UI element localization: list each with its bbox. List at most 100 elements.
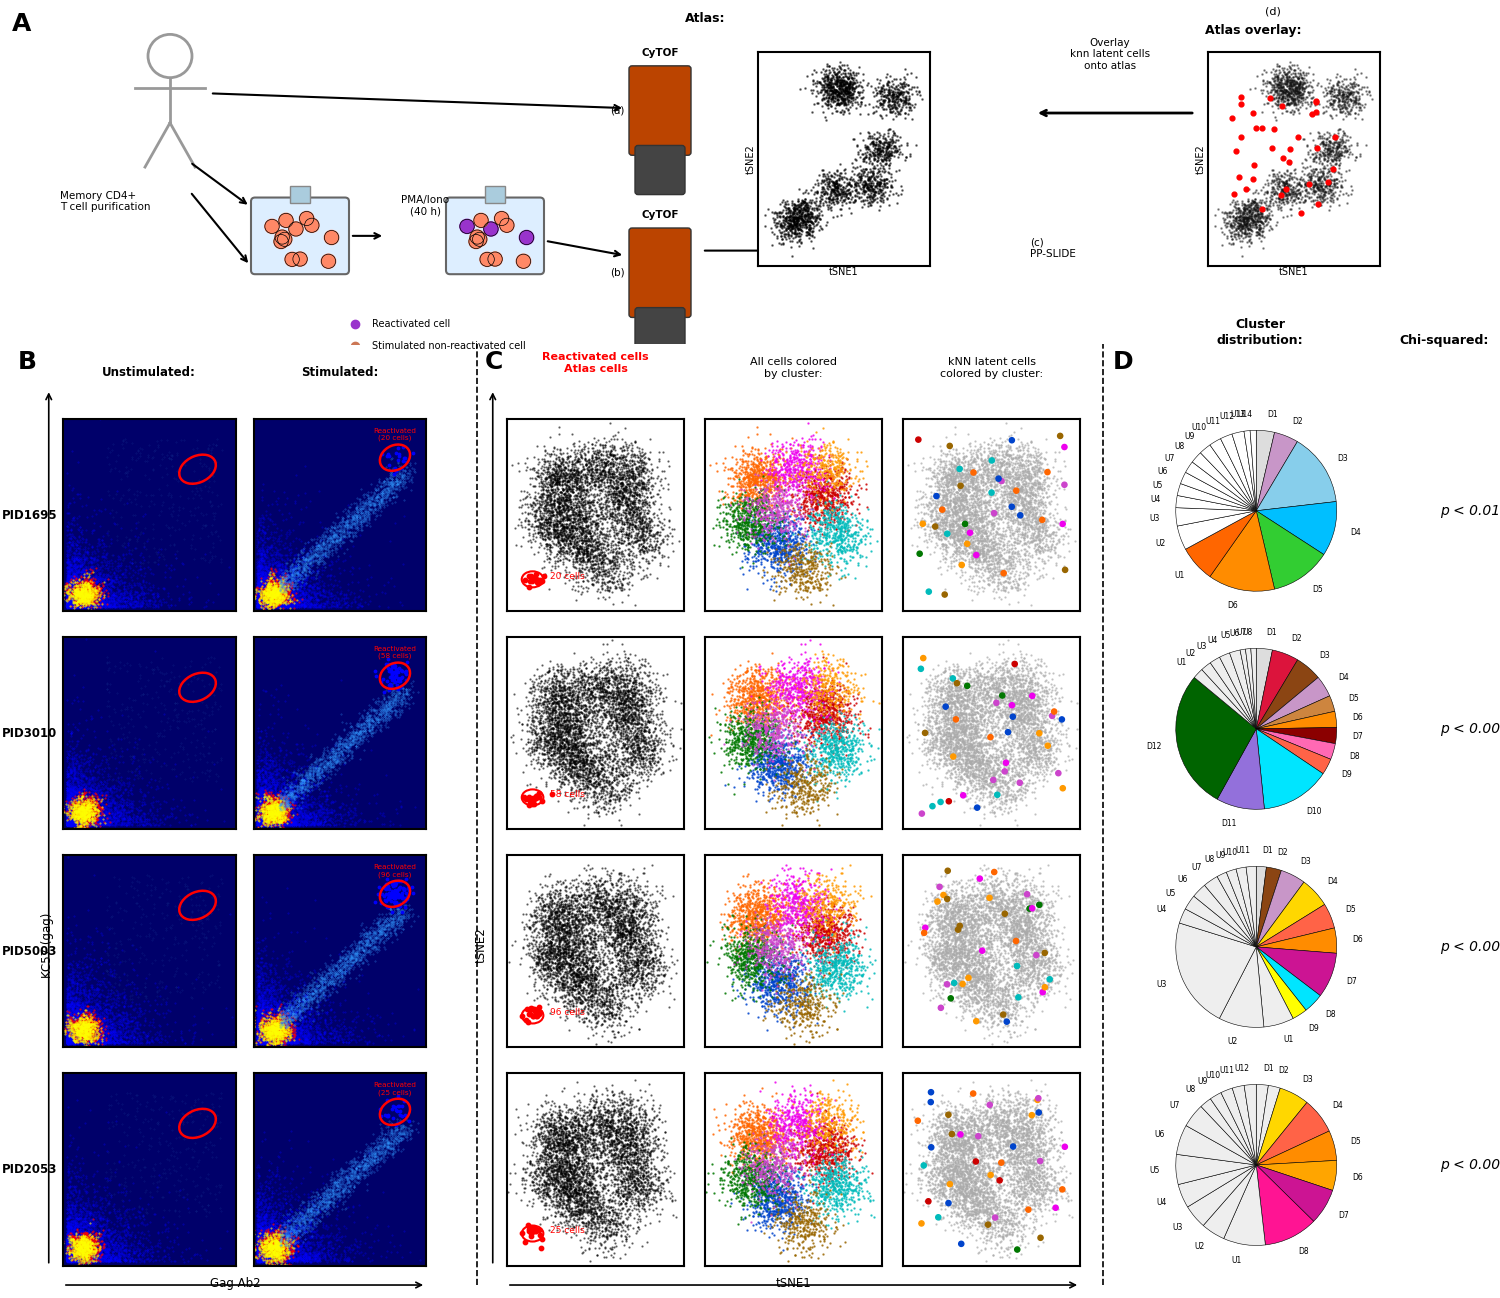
Point: [722, 706, 746, 727]
Point: [622, 1175, 646, 1195]
Point: [76, 814, 101, 835]
Point: [354, 515, 378, 536]
Point: [630, 518, 654, 539]
Point: [550, 729, 574, 750]
Point: [93, 576, 117, 597]
Point: [988, 461, 1012, 482]
Point: [270, 1032, 294, 1053]
Point: [249, 1228, 273, 1249]
Point: [812, 733, 836, 754]
Point: [291, 997, 315, 1018]
Point: [537, 944, 561, 964]
Point: [255, 997, 279, 1018]
Point: [596, 1214, 619, 1234]
Point: [750, 768, 774, 789]
Point: [303, 1225, 327, 1246]
Point: [598, 1224, 622, 1245]
Point: [302, 1205, 326, 1225]
Point: [258, 580, 282, 601]
Point: [282, 1022, 306, 1042]
Point: [60, 692, 84, 713]
Point: [783, 217, 807, 238]
Point: [930, 513, 954, 533]
Point: [927, 488, 951, 509]
Point: [988, 753, 1012, 774]
Point: [752, 472, 776, 493]
Point: [926, 968, 950, 989]
Point: [252, 575, 276, 596]
Point: [555, 506, 579, 527]
Point: [56, 1228, 80, 1249]
Point: [254, 809, 278, 829]
Point: [60, 1019, 84, 1040]
Point: [57, 596, 81, 617]
Point: [75, 1245, 99, 1266]
Point: [642, 1157, 666, 1177]
Point: [274, 1249, 298, 1269]
Point: [579, 985, 603, 1006]
Point: [951, 1194, 975, 1215]
Point: [81, 1015, 105, 1036]
Point: [1008, 936, 1032, 957]
Point: [582, 1144, 606, 1164]
Point: [254, 584, 278, 605]
Point: [780, 1110, 804, 1131]
Point: [267, 1224, 291, 1245]
Point: [740, 1123, 764, 1144]
Point: [828, 1150, 852, 1171]
Point: [951, 1163, 975, 1184]
Point: [748, 506, 772, 527]
Point: [87, 1223, 111, 1243]
Point: [96, 985, 120, 1006]
Point: [660, 938, 684, 959]
Point: [252, 999, 276, 1020]
Point: [962, 1212, 986, 1233]
Point: [546, 925, 570, 946]
Point: [86, 814, 109, 835]
Point: [1028, 723, 1051, 744]
Point: [628, 1138, 652, 1159]
Point: [249, 1032, 273, 1053]
Point: [66, 813, 90, 833]
Point: [74, 785, 98, 806]
Point: [836, 678, 860, 698]
Point: [86, 806, 109, 827]
Point: [267, 1166, 291, 1186]
Point: [532, 1157, 556, 1177]
Point: [572, 1119, 596, 1140]
Point: [784, 976, 808, 997]
Point: [974, 948, 998, 968]
Point: [262, 562, 286, 583]
Point: [718, 1133, 742, 1154]
Point: [291, 770, 315, 790]
Point: [348, 718, 372, 739]
Point: [968, 518, 992, 539]
Point: [1280, 70, 1304, 91]
Point: [592, 992, 616, 1012]
Point: [1022, 757, 1046, 778]
Point: [1005, 914, 1029, 935]
Point: [64, 783, 88, 803]
Point: [278, 798, 302, 819]
Point: [159, 916, 183, 937]
Point: [960, 928, 984, 949]
Point: [976, 761, 1000, 781]
Point: [738, 679, 762, 700]
Point: [279, 1024, 303, 1045]
Point: [994, 997, 1018, 1018]
Point: [752, 922, 776, 942]
Point: [944, 697, 968, 718]
Point: [84, 811, 108, 832]
Point: [80, 793, 104, 814]
Point: [560, 746, 584, 767]
Point: [932, 526, 956, 546]
Point: [926, 739, 950, 759]
Point: [264, 1233, 288, 1254]
Point: [520, 702, 544, 723]
Point: [546, 720, 570, 741]
Point: [700, 683, 724, 704]
Point: [546, 1111, 570, 1132]
Point: [777, 709, 801, 729]
Point: [64, 571, 88, 592]
Point: [266, 1032, 290, 1053]
